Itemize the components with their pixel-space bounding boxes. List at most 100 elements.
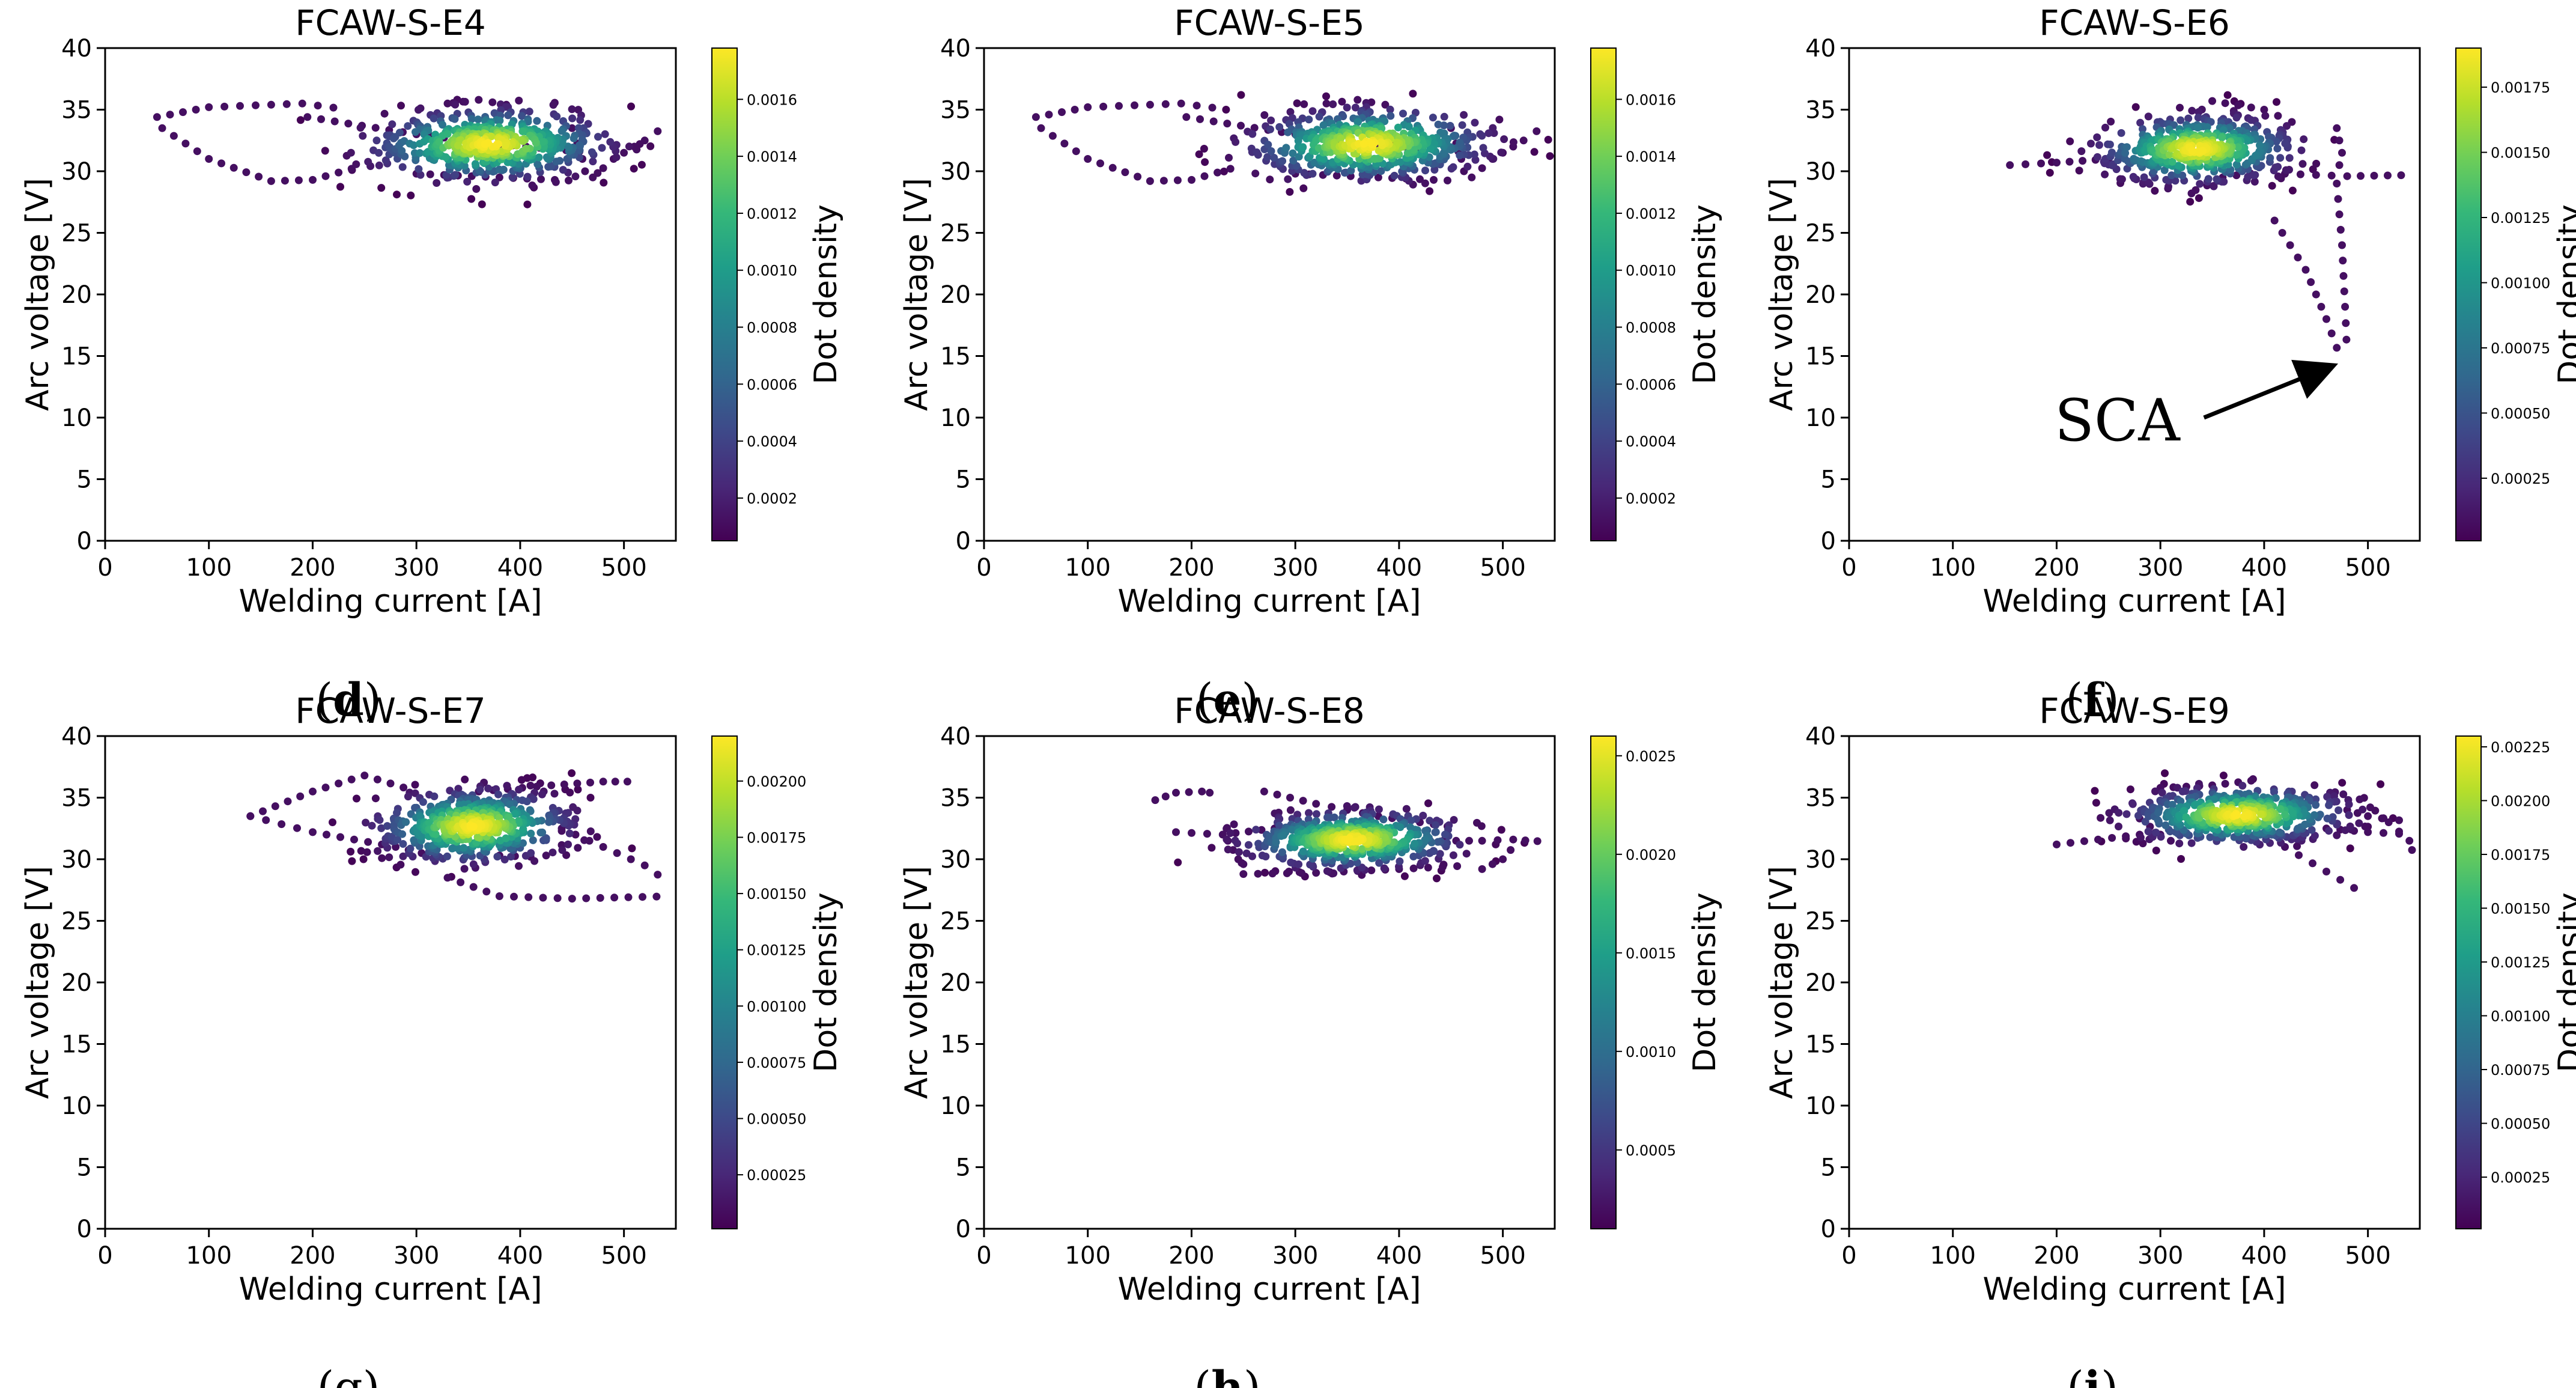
data-point bbox=[374, 847, 382, 855]
data-point bbox=[2152, 829, 2160, 836]
data-point bbox=[2334, 806, 2343, 814]
data-point bbox=[539, 893, 547, 902]
data-point bbox=[1329, 869, 1338, 877]
scatter-points bbox=[1151, 787, 1542, 883]
data-point bbox=[347, 775, 356, 784]
data-point bbox=[1440, 112, 1448, 121]
data-point bbox=[1305, 809, 1313, 817]
colorbar-tick-label: 0.0002 bbox=[747, 490, 797, 507]
data-point bbox=[360, 772, 369, 780]
data-point bbox=[2294, 254, 2302, 261]
data-point bbox=[2232, 114, 2241, 122]
data-point bbox=[181, 139, 190, 148]
data-point bbox=[217, 159, 225, 168]
colorbar-tick-label: 0.0004 bbox=[1626, 433, 1676, 450]
y-tick-label: 20 bbox=[61, 281, 92, 309]
data-point bbox=[1387, 112, 1395, 120]
data-point bbox=[321, 147, 329, 155]
data-point bbox=[2366, 803, 2374, 812]
data-point bbox=[1230, 820, 1238, 829]
data-point bbox=[640, 136, 649, 145]
data-point bbox=[612, 153, 621, 162]
data-point bbox=[2380, 829, 2387, 837]
x-tick-label: 300 bbox=[2137, 1242, 2183, 1270]
data-point bbox=[426, 170, 434, 178]
data-point bbox=[522, 145, 530, 153]
sca-arrow bbox=[2203, 359, 2339, 420]
data-point bbox=[2067, 839, 2074, 847]
data-point bbox=[1426, 187, 1434, 195]
data-point bbox=[2208, 97, 2216, 105]
y-tick-label: 20 bbox=[61, 969, 92, 997]
data-point bbox=[2309, 859, 2316, 868]
data-point bbox=[411, 781, 419, 789]
data-point bbox=[1151, 796, 1159, 805]
data-point bbox=[1172, 828, 1180, 836]
y-tick-label: 0 bbox=[1821, 528, 1836, 555]
data-point bbox=[2364, 828, 2372, 836]
data-point bbox=[402, 818, 410, 826]
data-point bbox=[2286, 241, 2294, 249]
y-axis-label: Arc voltage [V] bbox=[1764, 178, 1800, 411]
data-point bbox=[2122, 143, 2131, 151]
data-point bbox=[1250, 124, 1259, 132]
data-point bbox=[1071, 106, 1079, 114]
data-point bbox=[573, 779, 582, 788]
data-point bbox=[2174, 162, 2183, 170]
y-tick-label: 35 bbox=[940, 785, 971, 812]
data-point bbox=[525, 108, 533, 116]
data-point bbox=[2275, 828, 2283, 836]
data-point bbox=[329, 818, 336, 826]
data-point bbox=[2175, 839, 2184, 848]
y-tick-label: 35 bbox=[940, 97, 971, 124]
data-point bbox=[2250, 177, 2259, 186]
chart-title: FCAW-S-E8 bbox=[1174, 690, 1365, 731]
data-point bbox=[255, 172, 263, 181]
data-point bbox=[1449, 163, 1457, 171]
data-point bbox=[2249, 171, 2258, 179]
y-tick-label: 15 bbox=[1805, 1031, 1836, 1059]
data-point bbox=[2288, 186, 2297, 195]
y-tick-label: 35 bbox=[61, 97, 92, 124]
data-point bbox=[356, 124, 365, 132]
data-point bbox=[2335, 161, 2344, 169]
colorbar-tick-label: 0.00075 bbox=[747, 1055, 806, 1071]
data-point bbox=[2325, 801, 2333, 809]
data-point bbox=[606, 138, 615, 146]
data-point bbox=[1399, 109, 1407, 118]
data-point bbox=[443, 99, 452, 108]
data-point bbox=[1244, 841, 1253, 849]
colorbar-tick-label: 0.00125 bbox=[2491, 210, 2550, 227]
data-point bbox=[527, 849, 535, 857]
data-point bbox=[1312, 810, 1320, 818]
data-point bbox=[296, 792, 305, 800]
data-point bbox=[2364, 812, 2372, 820]
data-point bbox=[1375, 859, 1384, 867]
data-point bbox=[2158, 788, 2166, 797]
x-axis-label: Welding current [A] bbox=[1982, 583, 2286, 619]
data-point bbox=[2136, 118, 2145, 127]
data-point bbox=[373, 775, 381, 784]
data-point bbox=[2343, 172, 2351, 180]
data-point bbox=[282, 100, 291, 108]
data-point bbox=[412, 868, 419, 876]
data-point bbox=[350, 835, 358, 844]
data-point bbox=[430, 792, 439, 800]
y-tick-label: 0 bbox=[956, 528, 971, 555]
x-tick-label: 100 bbox=[1930, 554, 1976, 582]
data-point bbox=[1497, 826, 1505, 834]
data-point bbox=[344, 120, 353, 128]
data-point bbox=[2122, 832, 2130, 841]
data-point bbox=[1465, 836, 1473, 845]
x-tick-label: 500 bbox=[1480, 1242, 1525, 1270]
y-axis-label: Arc voltage [V] bbox=[20, 866, 56, 1099]
data-point bbox=[378, 854, 386, 862]
data-point bbox=[1497, 148, 1505, 157]
data-point bbox=[1434, 838, 1442, 846]
panel-fcaw-s-e7: FCAW-S-E7 0 100 200 300 400 500 0 5 10 15 20 25 30 35 4… bbox=[20, 690, 844, 1388]
data-point bbox=[1267, 116, 1275, 124]
data-point bbox=[637, 160, 646, 169]
data-point bbox=[568, 895, 576, 903]
x-tick-label: 500 bbox=[2345, 1242, 2390, 1270]
data-point bbox=[1377, 138, 1385, 147]
